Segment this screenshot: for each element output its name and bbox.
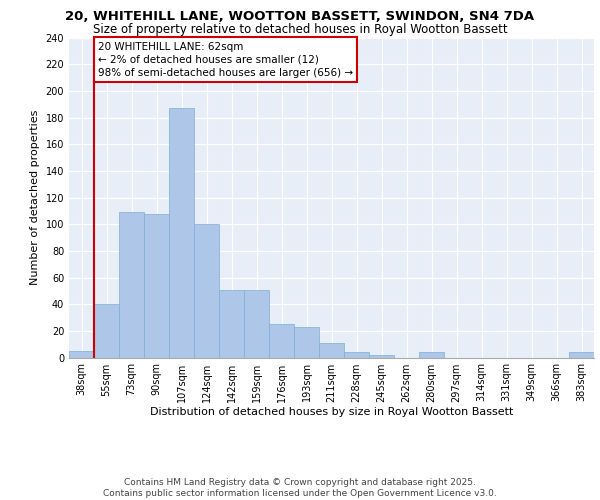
Bar: [344, 352, 369, 358]
Bar: [144, 214, 169, 358]
Bar: [244, 290, 269, 358]
Text: Size of property relative to detached houses in Royal Wootton Bassett: Size of property relative to detached ho…: [92, 22, 508, 36]
Bar: [294, 327, 319, 358]
Bar: [69, 351, 94, 358]
Bar: [269, 324, 294, 358]
Bar: [569, 352, 594, 358]
Bar: [219, 290, 244, 358]
Text: 20, WHITEHILL LANE, WOOTTON BASSETT, SWINDON, SN4 7DA: 20, WHITEHILL LANE, WOOTTON BASSETT, SWI…: [65, 10, 535, 23]
Bar: [419, 352, 444, 358]
Text: Contains HM Land Registry data © Crown copyright and database right 2025.
Contai: Contains HM Land Registry data © Crown c…: [103, 478, 497, 498]
Bar: [319, 343, 344, 357]
Bar: [194, 224, 219, 358]
X-axis label: Distribution of detached houses by size in Royal Wootton Bassett: Distribution of detached houses by size …: [150, 408, 513, 418]
Y-axis label: Number of detached properties: Number of detached properties: [30, 110, 40, 285]
Text: 20 WHITEHILL LANE: 62sqm
← 2% of detached houses are smaller (12)
98% of semi-de: 20 WHITEHILL LANE: 62sqm ← 2% of detache…: [98, 42, 353, 78]
Bar: [119, 212, 144, 358]
Bar: [94, 304, 119, 358]
Bar: [169, 108, 194, 358]
Bar: [369, 355, 394, 358]
